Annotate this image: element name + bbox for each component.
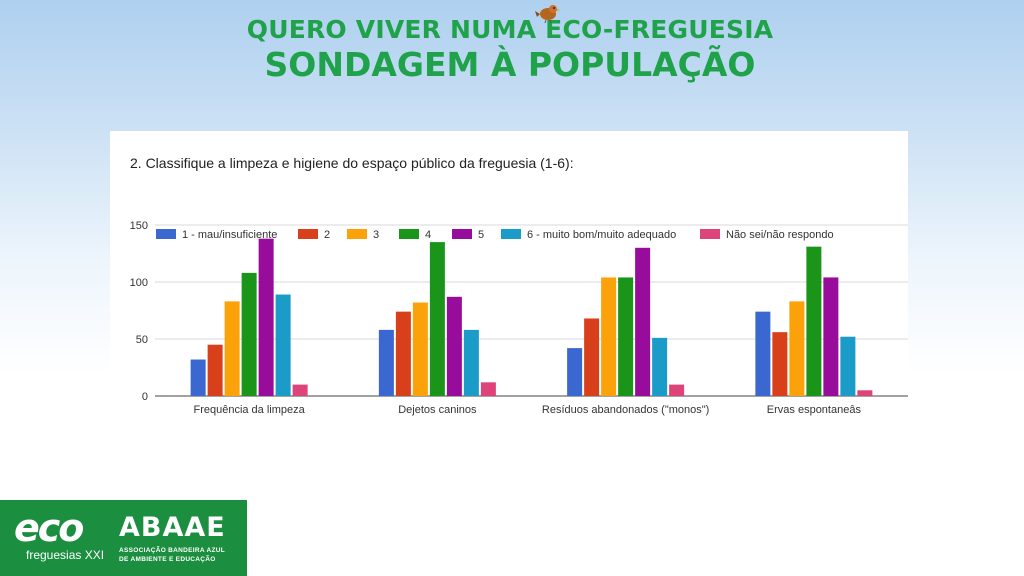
bar [806, 246, 822, 396]
abaae-logo: ABAAE [119, 512, 226, 543]
eco-logo: eco [14, 506, 84, 550]
abaae-subtitle-2: DE AMBIENTE E EDUCAÇÃO [119, 556, 216, 563]
legend-label: 5 [478, 229, 484, 241]
bar [292, 384, 308, 396]
legend-label: Não sei/não respondo [726, 229, 834, 241]
legend-label: 4 [425, 229, 431, 241]
bar [190, 359, 206, 396]
bar [207, 344, 223, 396]
eco-logo-subtitle: freguesias XXI [26, 548, 105, 562]
y-tick-label: 100 [130, 277, 148, 289]
bar [584, 318, 600, 396]
bar [224, 301, 240, 396]
x-tick-label: Resíduos abandonados ("monos") [542, 404, 709, 416]
bar [480, 382, 496, 396]
legend-swatch [298, 229, 318, 239]
legend-swatch [399, 229, 419, 239]
y-tick-label: 0 [142, 391, 148, 403]
bar [823, 277, 839, 396]
bar [429, 242, 445, 396]
x-tick-label: Dejetos caninos [398, 404, 477, 416]
legend-swatch [501, 229, 521, 239]
bar [652, 337, 668, 396]
footer-logos: eco freguesias XXI ABAAE ASSOCIAÇÃO BAND… [0, 500, 247, 576]
bar [378, 329, 394, 396]
bar [601, 277, 617, 396]
legend-label: 1 - mau/insuficiente [182, 229, 277, 241]
slide-title: QUERO VIVER NUMA ECO-FREGUESIA SONDAGEM … [0, 14, 1024, 84]
bar [446, 296, 462, 396]
abaae-subtitle-1: ASSOCIAÇÃO BANDEIRA AZUL [119, 547, 226, 554]
title-line-2: SONDAGEM À POPULAÇÃO [264, 45, 756, 84]
bar [395, 311, 411, 396]
y-tick-label: 50 [136, 334, 148, 346]
legend-swatch [156, 229, 176, 239]
bar [258, 238, 274, 396]
bar [618, 277, 634, 396]
bar-chart: 0 50 100 150 Frequência da limpeza Dejetos ca… [130, 220, 908, 416]
chart-panel: 2. Classifique a limpeza e higiene do es… [110, 131, 908, 431]
title-line-1: QUERO VIVER NUMA ECO-FREGUESIA [246, 15, 774, 44]
legend-label: 6 - muito bom/muito adequado [527, 229, 676, 241]
bar [275, 294, 291, 396]
x-tick-label: Frequência da limpeza [193, 404, 305, 416]
chart-question: 2. Classifique a limpeza e higiene do es… [130, 155, 574, 171]
bar [772, 332, 788, 396]
bar [635, 247, 651, 396]
bar [241, 272, 257, 396]
y-tick-label: 150 [130, 220, 148, 232]
x-tick-label: Ervas espontaneâs [767, 404, 862, 416]
legend-swatch [347, 229, 367, 239]
legend-swatch [700, 229, 720, 239]
bar [840, 336, 856, 396]
bar [567, 348, 583, 396]
legend-label: 2 [324, 229, 330, 241]
legend-label: 3 [373, 229, 379, 241]
bar [463, 329, 479, 396]
legend-swatch [452, 229, 472, 239]
bar [857, 390, 873, 396]
bar [789, 301, 805, 396]
bar [669, 384, 685, 396]
bar [412, 302, 428, 396]
bird-icon [535, 5, 560, 24]
bar [755, 311, 771, 396]
